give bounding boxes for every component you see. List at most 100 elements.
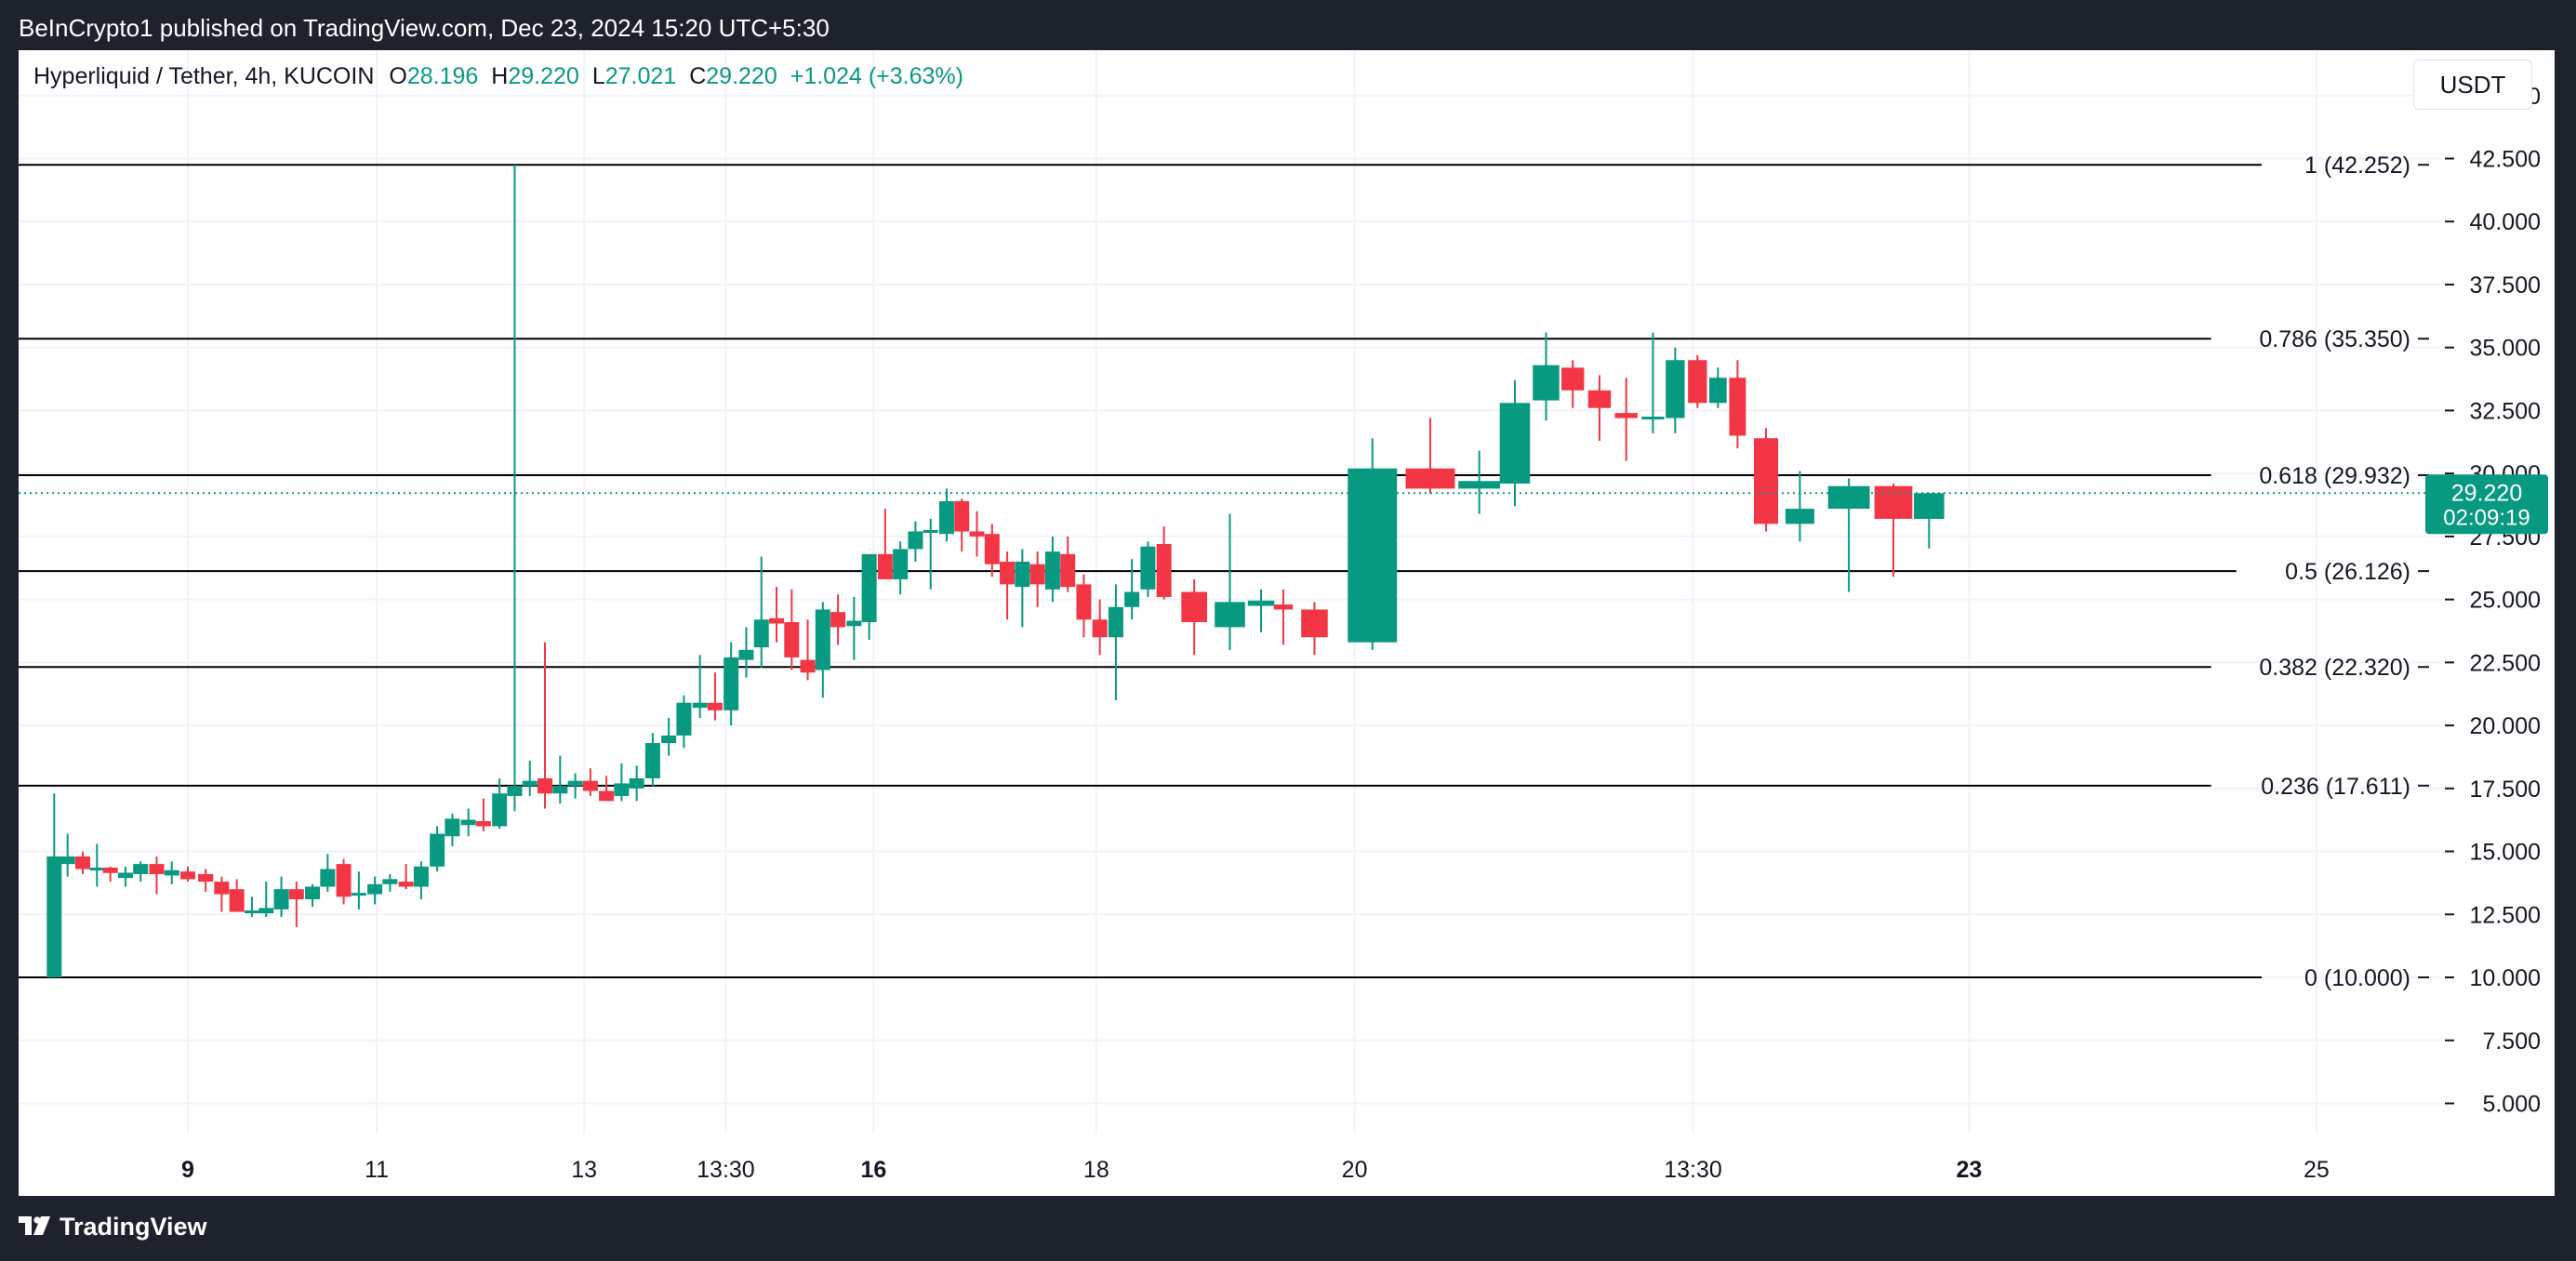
candle-body (102, 868, 118, 873)
candle-body (969, 531, 985, 537)
fib-level-label: 0.382 (22.320) (2259, 655, 2410, 681)
candle-body (492, 793, 508, 827)
candle-body (707, 702, 723, 710)
y-tick-label: 42.500 (2470, 147, 2541, 173)
candle-body (676, 702, 692, 736)
candle-body (769, 617, 785, 624)
candle-body (1029, 564, 1045, 585)
candle-body (614, 783, 630, 796)
x-tick-label: 18 (1083, 1157, 1109, 1183)
candle-body (599, 790, 615, 802)
candle-body (661, 735, 677, 744)
fib-level-label: 0.5 (26.126) (2285, 559, 2410, 585)
candle-body (1874, 485, 1913, 519)
candle-body (288, 889, 304, 900)
candle-body (74, 856, 90, 869)
candle-body (1561, 367, 1585, 391)
candle-body (1754, 438, 1779, 524)
candle-body (984, 534, 1000, 564)
current-price-label: 29.220 (2451, 480, 2522, 506)
candle-body (1533, 365, 1560, 401)
candle-body (629, 777, 644, 789)
candle-body (567, 780, 583, 787)
candle-body (800, 659, 816, 673)
candle-body (861, 553, 877, 623)
candle-body (1140, 546, 1156, 590)
y-tick-label: 22.500 (2470, 650, 2541, 676)
symbol-legend: Hyperliquid / Tether, 4h, KUCOIN O 28.196… (33, 63, 963, 90)
candle-body (430, 833, 445, 867)
candle-body (1273, 604, 1294, 610)
candle-body (1641, 417, 1665, 420)
y-tick-label: 20.000 (2470, 713, 2541, 739)
tradingview-logo-icon (19, 1216, 50, 1235)
candle-body (908, 531, 923, 550)
candle-body (1688, 360, 1707, 404)
candle-body (1301, 609, 1328, 638)
candle-body (1405, 468, 1455, 489)
x-tick-label: 13 (571, 1157, 597, 1183)
symbol-name: Hyperliquid / Tether, 4h, KUCOIN (33, 63, 375, 89)
x-tick-label: 11 (365, 1157, 389, 1183)
candle-body (1348, 468, 1398, 643)
candle-body (89, 868, 105, 871)
fib-level-label: 0 (10.000) (2304, 965, 2410, 991)
candle-body (1708, 378, 1727, 404)
open-value: 28.196 (406, 63, 479, 89)
candle-body (846, 620, 862, 627)
candle-body (46, 856, 62, 978)
candle-body (398, 882, 414, 887)
candle-body (133, 864, 149, 874)
close-value: 29.220 (706, 63, 777, 89)
low-label: L (591, 63, 605, 89)
close-label: C (689, 63, 707, 89)
candle-body (1044, 551, 1060, 590)
candle-body (336, 864, 352, 897)
y-tick-label: 10.000 (2470, 965, 2541, 991)
candle-body (1666, 360, 1685, 418)
candle-body (538, 777, 553, 794)
fib-level-label: 1 (42.252) (2304, 153, 2410, 179)
currency-unit-button[interactable]: USDT (2413, 60, 2532, 110)
bar-countdown-label: 02:09:19 (2443, 505, 2530, 530)
candle-body (1827, 485, 1870, 510)
published-text: BeInCrypto1 published on TradingView.com… (19, 14, 830, 42)
candle-body (1914, 493, 1945, 520)
y-tick-label: 32.500 (2470, 398, 2541, 424)
candle-body (1000, 561, 1016, 585)
high-label: H (491, 63, 509, 89)
candle-body (552, 786, 568, 794)
candle-body (954, 500, 970, 532)
candle-body (1076, 584, 1092, 620)
chart-panel[interactable]: 5.000 7.500 10.000 12.500 15.000 17.500 20.000… (19, 50, 2555, 1196)
x-tick-label: 13:30 (697, 1157, 755, 1183)
candle-body (305, 886, 321, 900)
candle-body (1499, 403, 1531, 484)
candle-body (1092, 619, 1108, 638)
candle-body (1458, 481, 1501, 489)
candle-body (753, 619, 769, 648)
candlestick-chart[interactable]: 5.000 7.500 10.000 12.500 15.000 17.500 20.000… (19, 50, 2555, 1196)
change-value: +1.024 (+3.63%) (790, 63, 963, 89)
candle-body (784, 622, 800, 657)
candle-body (815, 609, 830, 670)
candle-body (214, 882, 230, 895)
candle-body (1124, 591, 1140, 607)
candle-body (1015, 561, 1030, 588)
x-tick-label: 13:30 (1664, 1157, 1722, 1183)
candle-body (460, 819, 476, 826)
candle-body (507, 786, 523, 796)
high-value: 29.220 (508, 63, 579, 89)
candle-body (1785, 509, 1814, 524)
open-label: O (389, 63, 407, 89)
x-tick-label: 9 (181, 1157, 194, 1183)
y-tick-label: 35.000 (2470, 336, 2541, 362)
y-tick-label: 37.500 (2470, 272, 2541, 299)
candle-body (179, 871, 195, 880)
candle-body (413, 866, 429, 887)
candle-body (117, 872, 133, 879)
candle-body (367, 883, 383, 895)
candle-body (1156, 544, 1172, 597)
candle-body (830, 612, 846, 628)
current-price-badge (2425, 474, 2548, 535)
